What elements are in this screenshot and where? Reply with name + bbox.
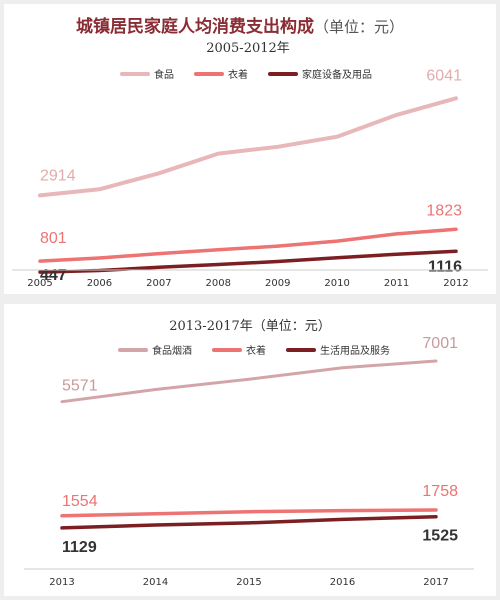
legend: 食品 衣着 家庭设备及用品 xyxy=(120,68,372,81)
x-tick-label: 2017 xyxy=(423,577,448,588)
legend-label: 衣着 xyxy=(246,344,266,357)
legend-item: 食品烟酒 xyxy=(118,344,192,357)
legend-item: 食品 xyxy=(120,68,174,81)
legend-item: 衣着 xyxy=(194,68,248,81)
x-tick-label: 2014 xyxy=(143,577,168,588)
legend-item: 衣着 xyxy=(212,344,266,357)
svg-text:城镇居民家庭人均消费支出构成（单位：元）: 城镇居民家庭人均消费支出构成（单位：元） xyxy=(76,16,404,37)
data-label: 2914 xyxy=(40,167,76,184)
x-axis: 2005 2006 2007 2008 2009 2010 2011 2012 xyxy=(12,269,488,289)
data-label: 447 xyxy=(40,267,67,284)
plot-area xyxy=(60,359,438,530)
legend-label: 食品 xyxy=(154,68,174,81)
chart-panel-2013-2017: 2013-2017年（单位：元） 食品烟酒 衣着 生活用品及服务 5571 7001 1… xyxy=(4,304,496,596)
data-label: 1758 xyxy=(422,483,458,500)
series-line xyxy=(60,359,438,404)
data-labels: 5571 7001 1554 1758 1129 1525 xyxy=(62,335,458,556)
legend-label: 衣着 xyxy=(228,68,248,81)
chart-title: 2013-2017年（单位：元） xyxy=(169,319,331,334)
x-tick-label: 2010 xyxy=(324,278,349,289)
x-tick-label: 2015 xyxy=(236,577,261,588)
legend-label: 家庭设备及用品 xyxy=(302,68,372,81)
x-tick-label: 2005 xyxy=(27,278,52,289)
data-label: 1129 xyxy=(62,539,97,556)
data-label: 801 xyxy=(40,230,67,247)
x-tick-label: 2008 xyxy=(206,278,231,289)
data-label: 1823 xyxy=(426,202,462,219)
data-label: 5571 xyxy=(62,378,98,395)
x-tick-label: 2006 xyxy=(87,278,112,289)
data-label: 1116 xyxy=(428,258,462,275)
chart-2005-2012: 城镇居民家庭人均消费支出构成（单位：元） 2005-2012年 食品 衣着 家庭设备… xyxy=(12,16,488,289)
series-line xyxy=(38,227,458,263)
chart-title-unit: （单位：元） xyxy=(314,18,404,36)
data-label: 7001 xyxy=(422,335,458,352)
series-line xyxy=(60,514,438,530)
chart-2013-2017: 2013-2017年（单位：元） 食品烟酒 衣着 生活用品及服务 5571 7001 1… xyxy=(24,319,474,588)
x-tick-label: 2007 xyxy=(146,278,171,289)
chart-title: 城镇居民家庭人均消费支出构成 xyxy=(76,16,314,37)
x-tick-label: 2012 xyxy=(443,278,468,289)
chart-subtitle: 2005-2012年 xyxy=(206,41,290,56)
series-line xyxy=(60,508,438,518)
x-axis: 2013 2014 2015 2016 2017 xyxy=(24,568,474,588)
plot-area xyxy=(38,96,458,274)
chart-panel-2005-2012: 城镇居民家庭人均消费支出构成（单位：元） 2005-2012年 食品 衣着 家庭设备… xyxy=(4,4,496,294)
data-label: 6041 xyxy=(426,67,462,84)
x-tick-label: 2016 xyxy=(330,577,355,588)
data-label: 1554 xyxy=(62,493,98,510)
series-line xyxy=(38,96,458,198)
legend-label: 食品烟酒 xyxy=(152,344,192,357)
data-label: 1525 xyxy=(422,528,458,545)
x-tick-label: 2011 xyxy=(384,278,409,289)
legend-item: 家庭设备及用品 xyxy=(268,68,372,81)
legend: 食品烟酒 衣着 生活用品及服务 xyxy=(118,344,390,357)
legend-label: 生活用品及服务 xyxy=(320,344,390,357)
x-tick-label: 2013 xyxy=(49,577,74,588)
x-tick-label: 2009 xyxy=(265,278,290,289)
data-labels: 2914 6041 801 1823 447 1116 xyxy=(40,67,462,284)
legend-item: 生活用品及服务 xyxy=(286,344,390,357)
series-line xyxy=(38,249,458,274)
